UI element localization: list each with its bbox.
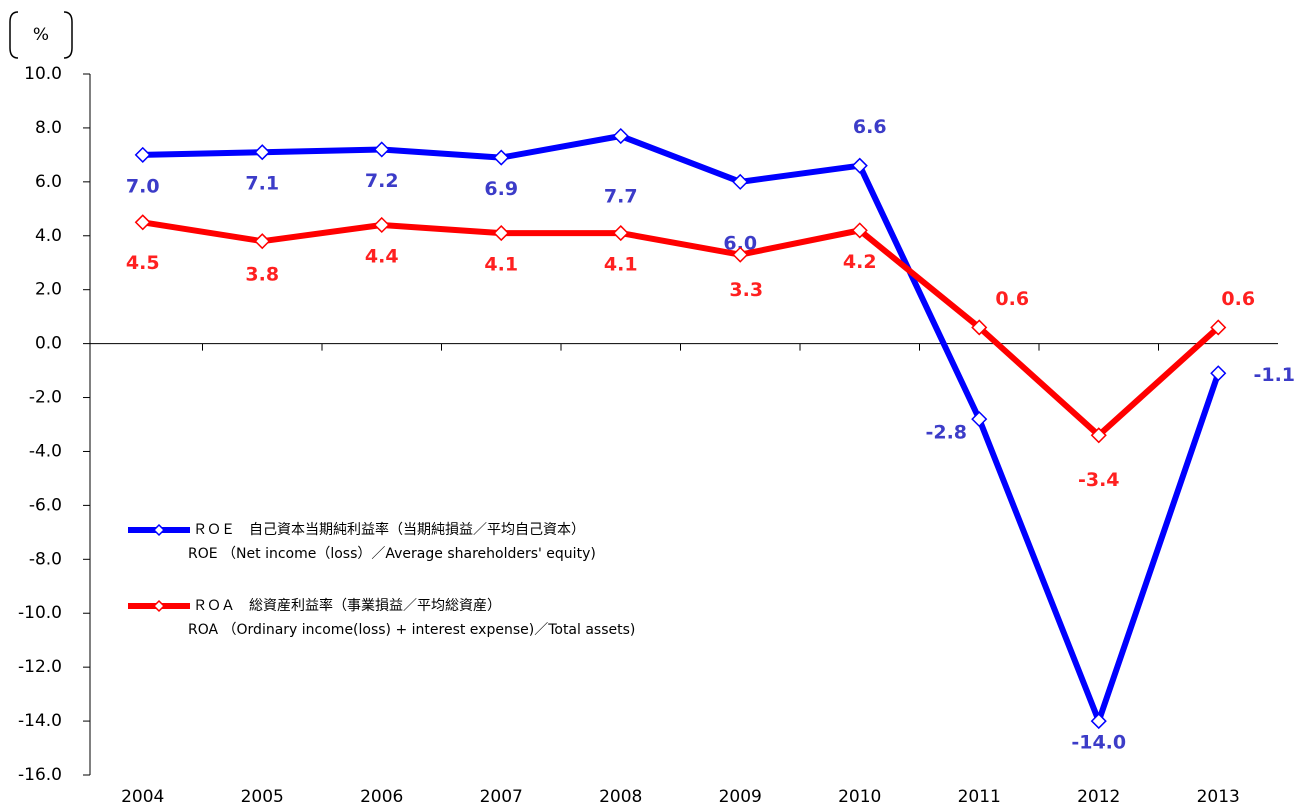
y-tick-label: -4.0 xyxy=(29,441,62,461)
data-label: 3.3 xyxy=(729,279,763,301)
y-tick-label: -10.0 xyxy=(18,603,62,623)
x-tick-label: 2011 xyxy=(958,787,1001,807)
data-label: 7.0 xyxy=(126,175,160,197)
marker xyxy=(1090,427,1107,444)
x-tick-label: 2007 xyxy=(480,787,523,807)
marker xyxy=(732,173,749,190)
data-label: 4.4 xyxy=(365,245,399,267)
x-tick-label: 2013 xyxy=(1197,787,1240,807)
marker xyxy=(493,149,510,166)
marker xyxy=(1090,713,1107,730)
x-tick-label: 2005 xyxy=(241,787,284,807)
legend-description: ROA （Ordinary income(loss) + interest ex… xyxy=(188,622,635,638)
marker xyxy=(851,157,868,174)
data-label: 4.5 xyxy=(126,252,160,274)
marker xyxy=(1210,319,1227,336)
x-tick-label: 2006 xyxy=(360,787,403,807)
y-tick-label: -6.0 xyxy=(29,495,62,515)
marker xyxy=(493,225,510,242)
unit-label: % xyxy=(33,25,49,45)
data-label: 4.1 xyxy=(484,254,518,276)
data-label: -2.8 xyxy=(925,422,967,444)
y-tick-label: -12.0 xyxy=(18,657,62,677)
data-label: -3.4 xyxy=(1078,469,1120,491)
marker xyxy=(851,222,868,239)
data-label: 4.2 xyxy=(843,251,877,273)
series-line xyxy=(142,219,1221,439)
y-tick-label: -14.0 xyxy=(18,711,62,731)
x-tick-label: 2010 xyxy=(838,787,881,807)
y-tick-label: 8.0 xyxy=(35,118,62,138)
marker xyxy=(612,127,629,145)
marker xyxy=(732,246,749,263)
data-label: 6.6 xyxy=(853,116,887,138)
legend-label: ＲＯＥ 自己資本当期純利益率（当期純損益／平均自己資本） xyxy=(193,521,585,538)
data-label: -1.1 xyxy=(1253,364,1295,386)
marker xyxy=(134,214,151,231)
legend-label: ＲＯＡ 総資産利益率（事業損益／平均総資産） xyxy=(193,597,501,614)
data-label: 6.0 xyxy=(723,232,757,254)
x-tick-label: 2009 xyxy=(719,787,762,807)
marker xyxy=(612,225,629,242)
data-label: 6.9 xyxy=(484,178,518,200)
series-line xyxy=(142,133,1222,725)
data-label: 7.1 xyxy=(245,173,279,195)
y-tick-label: -16.0 xyxy=(18,765,62,785)
legend-marker xyxy=(152,599,166,613)
x-tick-label: 2004 xyxy=(121,787,164,807)
marker xyxy=(971,411,988,428)
data-label: 0.6 xyxy=(995,288,1029,310)
data-label: 7.7 xyxy=(604,186,638,208)
marker xyxy=(373,141,390,158)
data-label: -14.0 xyxy=(1071,732,1126,754)
data-label: 0.6 xyxy=(1221,288,1255,310)
y-tick-label: 10.0 xyxy=(24,64,62,84)
data-label: 4.1 xyxy=(604,254,638,276)
y-tick-label: -8.0 xyxy=(29,549,62,569)
data-label: 3.8 xyxy=(245,264,279,286)
x-tick-label: 2008 xyxy=(599,787,642,807)
y-tick-label: 6.0 xyxy=(35,172,62,192)
y-tick-label: 0.0 xyxy=(35,334,62,354)
y-tick-label: 2.0 xyxy=(35,280,62,300)
legend-marker xyxy=(152,523,166,537)
marker xyxy=(373,216,390,234)
marker xyxy=(971,319,988,336)
marker xyxy=(1210,365,1227,382)
marker xyxy=(134,146,151,163)
unit-bracket xyxy=(63,11,73,59)
y-tick-label: -2.0 xyxy=(29,388,62,408)
data-label: 7.2 xyxy=(365,170,399,192)
marker xyxy=(254,233,271,250)
x-tick-label: 2012 xyxy=(1077,787,1120,807)
marker xyxy=(254,144,271,161)
unit-bracket xyxy=(9,11,19,59)
y-tick-label: 4.0 xyxy=(35,226,62,246)
legend-description: ROE （Net income（loss）／Average shareholde… xyxy=(188,546,596,562)
